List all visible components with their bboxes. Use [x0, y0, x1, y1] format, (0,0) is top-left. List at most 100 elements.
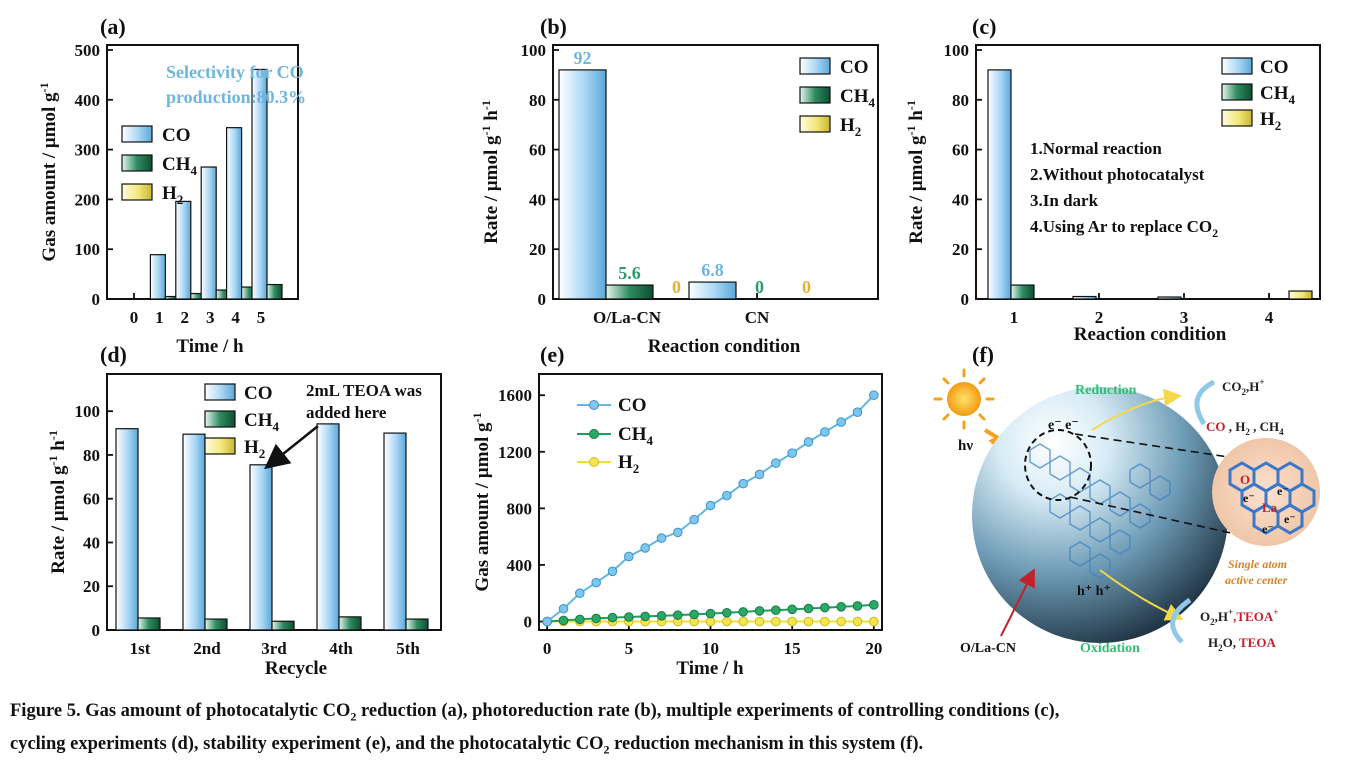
inset-electron-2: e⁻ [1277, 484, 1289, 498]
point-h2-17 [820, 616, 830, 627]
bar-co-1 [182, 433, 206, 631]
y-tick-label: 20 [529, 240, 546, 259]
x-tick-label: 3 [1180, 308, 1189, 327]
y-tick-label: 0 [92, 290, 101, 309]
panel-a-label: (a) [100, 14, 126, 39]
point-co-0 [542, 616, 552, 627]
legend-ch4-label: CH4 [162, 154, 198, 178]
point-h2-18 [836, 616, 846, 627]
legend-co-marker [589, 400, 599, 410]
sun-icon [933, 368, 995, 430]
point-ch4-11 [722, 607, 732, 618]
y-axis-label: Rate / μmol g-1 h-1 [46, 430, 69, 574]
point-ch4-4 [607, 612, 618, 623]
y-tick-label: 20 [83, 577, 100, 596]
panel-c: (c) 0 20 40 60 80 100 1 2 3 4 Reaction condition Ra… [904, 14, 1321, 345]
x-tick-label: 5th [396, 639, 420, 658]
legend-h2-label: H2 [1260, 109, 1281, 133]
data-label-ch4-1: 0 [755, 277, 764, 297]
point-ch4-3 [591, 613, 601, 624]
point-h2-10 [705, 616, 716, 627]
condition-1: 1.Normal reaction [1030, 139, 1162, 158]
legend-ch4-swatch [121, 154, 153, 172]
point-co-6 [640, 543, 650, 553]
oxidation-label: Oxidation [1080, 641, 1140, 656]
point-ch4-20 [869, 600, 879, 610]
x-axis-label: Reaction condition [1074, 324, 1227, 345]
teoa-arrow [264, 425, 319, 470]
bar-co-1 [688, 281, 737, 300]
x-axis-label: Time / h [176, 336, 244, 357]
legend-co-label: CO [1260, 57, 1289, 78]
x-axis-label: Reaction condition [648, 336, 801, 357]
y-tick-label: 300 [75, 141, 101, 160]
bar-ch4-0 [1010, 284, 1035, 300]
holes-label: h⁺ h⁺ [1077, 584, 1111, 599]
y-axis-label: Gas amount / μmol g-1 [470, 412, 493, 591]
point-co-4 [607, 566, 618, 577]
inset-electron-1: e⁻ [1243, 491, 1255, 505]
x-axis-label: Recycle [265, 658, 327, 679]
point-co-2 [575, 588, 585, 599]
point-ch4-17 [820, 602, 830, 613]
panel-d-legend: CO CH4 H2 [204, 383, 280, 461]
bar-co-1 [149, 254, 166, 300]
y-tick-label: 200 [75, 190, 101, 209]
x-tick-label: 10 [702, 639, 719, 658]
legend-co-swatch [799, 57, 831, 75]
x-axis-label: Time / h [676, 658, 744, 679]
legend-ch4-label: CH4 [618, 424, 654, 448]
y-tick-label: 60 [529, 141, 546, 160]
panel-d: (d) 0 20 40 60 80 100 1st 2nd 3rd 4th 5th Recycle Ra… [46, 342, 442, 679]
y-tick-label: 1600 [498, 386, 532, 405]
panel-c-label: (c) [972, 14, 996, 39]
legend-co-swatch [1221, 57, 1253, 75]
reduction-curved-arrow [1194, 379, 1216, 426]
x-tick-label: 1 [1010, 308, 1019, 327]
y-tick-label: 100 [944, 41, 970, 60]
y-tick-label: 0 [92, 621, 101, 640]
point-co-7 [656, 533, 667, 543]
bar-co-4 [383, 432, 407, 631]
point-co-8 [673, 527, 683, 538]
oxidation-arrow [1099, 569, 1184, 621]
y-axis-label: Rate / μmol g-1 h-1 [904, 100, 927, 244]
x-tick-label: 2 [181, 308, 190, 327]
legend-h2-label: H2 [244, 437, 265, 461]
x-tick-label: 4th [329, 639, 353, 658]
point-co-19 [852, 407, 863, 417]
x-tick-label: 2 [1095, 308, 1104, 327]
teoa-annotation-2: added here [306, 403, 387, 422]
point-ch4-12 [738, 607, 748, 617]
bar-co-1 [1072, 295, 1097, 300]
panel-a-legend: CO CH4 H2 [121, 125, 198, 207]
bar-co-2 [175, 200, 192, 300]
y-tick-label: 40 [952, 190, 969, 209]
catalyst-sphere [972, 387, 1228, 643]
inset-electron-3: e⁻ [1284, 512, 1296, 526]
panel-b: (b) 0 20 40 60 80 100 O/La-CN 92 5.6 0 CN 6.8 0 0 Reac… [479, 14, 879, 357]
panel-b-legend: CO CH4 H2 [799, 57, 876, 139]
electrons-label: e⁻ e⁻ [1048, 418, 1079, 433]
y-tick-label: 1200 [498, 443, 532, 462]
point-ch4-18 [836, 602, 846, 612]
x-tick-label: 0 [543, 639, 552, 658]
legend-h2-marker [589, 457, 599, 467]
y-tick-label: 100 [521, 41, 547, 60]
oxidation-reactants-label: H2O, TEOA [1208, 635, 1276, 653]
panel-e: (e) 0 400 800 1200 1600 0 5 10 15 20 Time / h Gas a… [470, 342, 883, 679]
panel-b-plot: 0 20 40 60 80 100 O/La-CN 92 5.6 0 CN 6.8 0 0 Reaction… [479, 41, 879, 357]
y-tick-label: 20 [952, 240, 969, 259]
condition-2: 2.Without photocatalyst [1030, 165, 1205, 184]
point-co-5 [624, 551, 634, 562]
panel-e-label: (e) [540, 342, 564, 367]
x-tick-label: 5 [257, 308, 266, 327]
bar-h2-3 [1288, 290, 1313, 300]
bar-co-2 [249, 464, 273, 631]
point-ch4-14 [771, 605, 781, 615]
bar-co-3 [316, 423, 340, 631]
active-site-circle [1024, 429, 1092, 501]
